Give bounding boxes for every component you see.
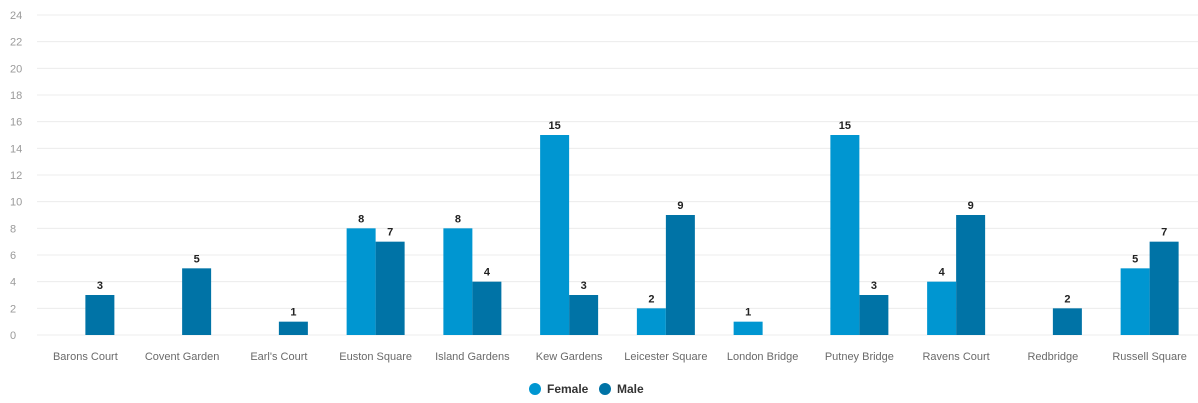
x-tick-label: Covent Garden [145, 351, 220, 363]
y-tick-label: 18 [10, 90, 22, 102]
data-labels: 3 5 1 8 7 8 4 15 3 2 9 1 15 3 4 9 2 5 7 [97, 120, 1167, 319]
data-label: 5 [1132, 253, 1138, 265]
x-axis: Barons Court Covent Garden Earl's Court Eus… [53, 351, 1187, 363]
bar-male[interactable] [278, 321, 308, 335]
y-tick-label: 22 [10, 37, 22, 49]
data-label: 3 [581, 280, 587, 292]
legend[interactable]: Female Male [529, 382, 644, 396]
bar-male[interactable] [1149, 241, 1179, 335]
data-label: 15 [549, 120, 561, 132]
data-label: 8 [455, 213, 461, 225]
bar-male[interactable] [85, 295, 115, 335]
y-tick-label: 6 [10, 250, 16, 262]
bar-male[interactable] [569, 295, 599, 335]
legend-swatch [599, 383, 611, 395]
data-label: 2 [1064, 293, 1070, 305]
data-label: 8 [358, 213, 364, 225]
x-tick-label: Barons Court [53, 351, 118, 363]
x-tick-label: Ravens Court [922, 351, 989, 363]
data-label: 5 [194, 253, 200, 265]
bar-male[interactable] [375, 241, 405, 335]
x-tick-label: Earl's Court [250, 351, 307, 363]
y-tick-label: 4 [10, 277, 16, 289]
y-tick-label: 12 [10, 170, 22, 182]
bar-female[interactable] [927, 281, 957, 335]
bar-male[interactable] [182, 268, 212, 335]
data-label: 3 [97, 280, 103, 292]
y-tick-label: 0 [10, 330, 16, 342]
x-tick-label: Euston Square [339, 351, 412, 363]
bar-female[interactable] [1120, 268, 1150, 335]
bars [85, 135, 1179, 335]
bar-male[interactable] [472, 281, 502, 335]
bar-female[interactable] [830, 135, 860, 335]
data-label: 7 [1161, 227, 1167, 239]
y-tick-label: 2 [10, 303, 16, 315]
legend-label: Female [547, 382, 589, 396]
data-label: 4 [939, 267, 946, 279]
legend-swatch [529, 383, 541, 395]
data-label: 7 [387, 227, 393, 239]
x-tick-label: Island Gardens [435, 351, 510, 363]
legend-label: Male [617, 382, 644, 396]
x-tick-label: Kew Gardens [536, 351, 603, 363]
y-tick-label: 14 [10, 143, 22, 155]
legend-item-female[interactable]: Female [529, 382, 589, 396]
bar-female[interactable] [443, 228, 473, 335]
x-tick-label: London Bridge [727, 351, 799, 363]
bar-female[interactable] [540, 135, 570, 335]
grid-layer [37, 14, 1198, 336]
data-label: 3 [871, 280, 877, 292]
data-label: 15 [839, 120, 851, 132]
x-tick-label: Leicester Square [624, 351, 707, 363]
bar-female[interactable] [733, 321, 763, 335]
legend-item-male[interactable]: Male [599, 382, 644, 396]
bar-male[interactable] [956, 215, 986, 335]
x-tick-label: Russell Square [1112, 351, 1187, 363]
data-label: 9 [677, 200, 683, 212]
data-label: 2 [648, 293, 654, 305]
bar-male[interactable] [665, 215, 695, 335]
y-tick-label: 24 [10, 10, 22, 22]
bar-female[interactable] [346, 228, 376, 335]
y-tick-label: 8 [10, 223, 16, 235]
data-label: 1 [745, 307, 751, 319]
bar-male[interactable] [859, 295, 889, 335]
y-tick-label: 10 [10, 197, 22, 209]
data-label: 1 [290, 307, 296, 319]
y-tick-label: 16 [10, 117, 22, 129]
data-label: 4 [484, 267, 491, 279]
y-tick-label: 20 [10, 63, 22, 75]
x-tick-label: Putney Bridge [825, 351, 894, 363]
bar-female[interactable] [636, 308, 666, 335]
data-label: 9 [968, 200, 974, 212]
bar-male[interactable] [1052, 308, 1082, 335]
x-tick-label: Redbridge [1027, 351, 1078, 363]
